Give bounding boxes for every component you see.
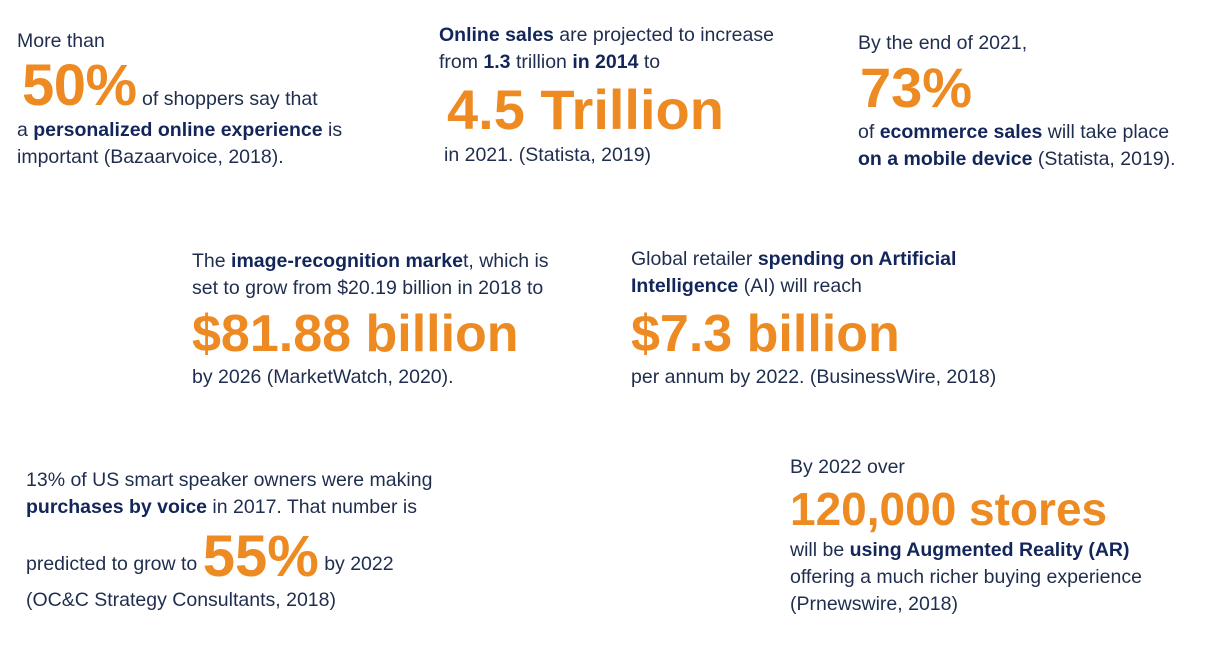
stat-source-text: important (Bazaarvoice, 2018). — [17, 146, 284, 168]
stat-bold-text: personalized online experience — [33, 119, 323, 141]
stat-bold-text: on a mobile device — [858, 148, 1033, 170]
stat-source-text: (OC&C Strategy Consultants, 2018) — [26, 589, 336, 611]
stat-ai-spending: Global retailer spending on Artificial I… — [631, 246, 1051, 391]
stat-bold-text: ecommerce sales — [879, 121, 1043, 143]
stat-bold-text: using Augmented Reality (AR) — [849, 539, 1130, 561]
stat-intro-text: By the end of 2021, — [858, 32, 1028, 54]
stat-bold-text: in 2014 — [572, 51, 639, 73]
stat-big-number: $81.88 billion — [192, 305, 519, 363]
stat-text: (Statista, 2019). — [1032, 148, 1176, 170]
stat-bold-text: spending on Artificial — [757, 248, 957, 270]
stat-image-recognition: The image-recognition market, which is s… — [192, 248, 612, 391]
stat-text: is — [322, 119, 343, 141]
stat-big-number: 55% — [202, 524, 319, 589]
stat-source-text: in 2021. (Statista, 2019) — [444, 144, 652, 166]
stat-intro-text: By 2022 over — [790, 456, 905, 478]
stat-text: predicted to grow to — [26, 553, 203, 575]
stat-text-line: The image-recognition market, which is — [192, 248, 612, 275]
stat-text: of shoppers say that — [136, 88, 318, 110]
stat-text-line: from 1.3 trillion in 2014 to — [439, 49, 819, 76]
stat-big-number: $7.3 billion — [631, 305, 900, 363]
stat-text-line: will be using Augmented Reality (AR) — [790, 537, 1200, 564]
stat-text: Global retailer — [631, 248, 758, 270]
stat-text-line: on a mobile device (Statista, 2019). — [858, 146, 1203, 173]
stat-text: The — [192, 250, 232, 272]
stat-big-number: 50% — [22, 53, 137, 118]
stat-text-line: a personalized online experience is — [17, 117, 397, 144]
stat-big-number: 120,000 stores — [790, 483, 1108, 535]
stat-bold-text: image-recognition marke — [231, 250, 463, 272]
stat-bold-text: purchases by voice — [26, 496, 208, 518]
stat-text-line: Global retailer spending on Artificial — [631, 246, 1051, 273]
stat-bold-text: Intelligence — [631, 275, 739, 297]
stat-headline-row: predicted to grow to 55% by 2022 — [26, 528, 496, 586]
stat-personalized-experience: More than 50% of shoppers say that a per… — [17, 28, 397, 171]
stat-text-line: Online sales are projected to increase — [439, 22, 819, 49]
stat-big-number: 73% — [860, 56, 973, 119]
stat-text: to — [638, 51, 661, 73]
stat-text: will be — [790, 539, 850, 561]
stat-augmented-reality: By 2022 over 120,000 stores will be usin… — [790, 454, 1200, 618]
stat-source-text: by 2026 (MarketWatch, 2020). — [192, 366, 454, 388]
stat-text: (AI) will reach — [738, 275, 862, 297]
stat-source-text: per annum by 2022. (BusinessWire, 2018) — [631, 366, 997, 388]
stat-text: are projected to increase — [553, 24, 774, 46]
stat-text: will take place — [1042, 121, 1170, 143]
stat-text-line: purchases by voice in 2017. That number … — [26, 494, 496, 521]
stat-online-sales: Online sales are projected to increase f… — [439, 22, 819, 169]
stat-text: offering a much richer buying experience — [790, 566, 1142, 588]
stat-text: 13% of US smart speaker owners were maki… — [26, 469, 433, 491]
stat-text-line: Intelligence (AI) will reach — [631, 273, 1051, 300]
stat-text: from — [439, 51, 484, 73]
stat-text: set to grow from $20.19 billion in 2018 … — [192, 277, 544, 299]
stat-text: by 2022 — [318, 553, 394, 575]
stat-source-text: (Prnewswire, 2018) — [790, 593, 958, 615]
stat-headline-row: 50% of shoppers say that — [17, 55, 397, 117]
stat-big-number: 4.5 Trillion — [447, 78, 724, 141]
stat-text: t, which is — [462, 250, 549, 272]
stat-text-line: of ecommerce sales will take place — [858, 119, 1203, 146]
stat-voice-purchases: 13% of US smart speaker owners were maki… — [26, 467, 496, 614]
stat-text: a — [17, 119, 34, 141]
stat-text: of — [858, 121, 880, 143]
stat-bold-text: Online sales — [439, 24, 554, 46]
stat-intro-text: More than — [17, 30, 105, 52]
stat-bold-text: 1.3 — [483, 51, 511, 73]
stat-text: trillion — [510, 51, 573, 73]
stat-text: in 2017. That number is — [207, 496, 417, 518]
stat-mobile-ecommerce: By the end of 2021, 73% of ecommerce sal… — [858, 30, 1203, 173]
